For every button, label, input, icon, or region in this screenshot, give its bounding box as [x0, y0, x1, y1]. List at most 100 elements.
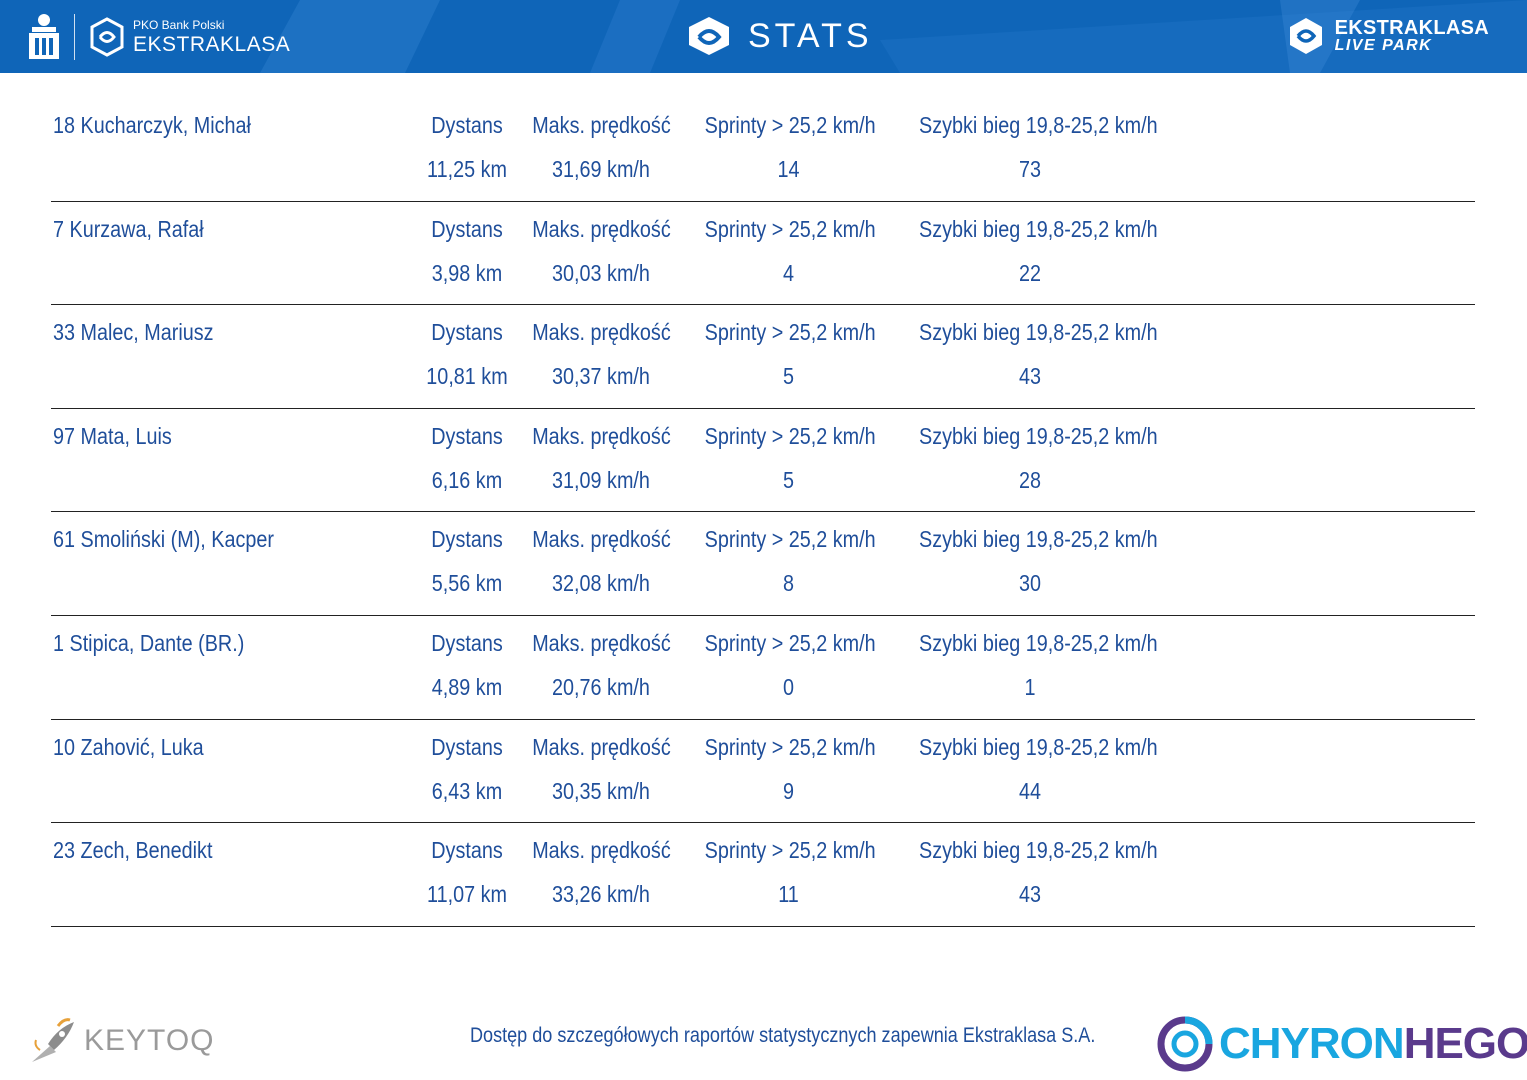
fast-runs-label: Szybki bieg 19,8-25,2 km/h — [919, 733, 1158, 760]
fast-runs-value: 1 — [1024, 673, 1036, 700]
sprints-label: Sprinty > 25,2 km/h — [704, 526, 876, 553]
player-row: 18 Kucharczyk, Michał Dystans Maks. pręd… — [51, 98, 1475, 202]
distance-value: 3,98 km — [431, 259, 503, 286]
ekstraklasa-emblem-icon — [90, 17, 124, 57]
max-speed-value: 31,09 km/h — [552, 466, 650, 493]
player-stats-list: 18 Kucharczyk, Michał Dystans Maks. pręd… — [51, 98, 1475, 927]
player-name: 23 Zech, Benedikt — [53, 837, 213, 864]
sprints-label: Sprinty > 25,2 km/h — [704, 422, 876, 449]
stats-heading: STATS — [686, 15, 873, 57]
fast-runs-label: Szybki bieg 19,8-25,2 km/h — [919, 422, 1158, 449]
fast-runs-label: Szybki bieg 19,8-25,2 km/h — [919, 629, 1158, 656]
distance-label: Dystans — [431, 215, 503, 242]
max-speed-label: Maks. prędkość — [532, 837, 671, 864]
chyronhego-swirl-icon — [1157, 1016, 1213, 1072]
sprints-label: Sprinty > 25,2 km/h — [704, 215, 876, 242]
brand-divider — [74, 14, 75, 60]
max-speed-value: 30,03 km/h — [552, 259, 650, 286]
player-name: 7 Kurzawa, Rafał — [53, 215, 204, 242]
sprints-value: 0 — [782, 673, 794, 700]
max-speed-label: Maks. prędkość — [532, 319, 671, 346]
max-speed-label: Maks. prędkość — [532, 422, 671, 449]
player-name: 33 Malec, Mariusz — [53, 319, 214, 346]
page-title: STATS — [748, 16, 873, 55]
distance-label: Dystans — [431, 319, 503, 346]
player-row: 97 Mata, Luis Dystans Maks. prędkość Spr… — [51, 409, 1475, 513]
stats-emblem-icon — [689, 17, 729, 55]
sprints-value: 5 — [782, 363, 794, 390]
sprints-value: 4 — [782, 259, 794, 286]
distance-value: 6,43 km — [431, 777, 503, 804]
hego-part: HEGO — [1403, 1019, 1527, 1068]
distance-label: Dystans — [431, 422, 503, 449]
max-speed-value: 30,37 km/h — [552, 363, 650, 390]
max-speed-value: 33,26 km/h — [552, 881, 650, 908]
livepark-text: EKSTRAKLASA LIVE PARK — [1335, 18, 1489, 54]
sprints-value: 8 — [782, 570, 794, 597]
livepark-brand: EKSTRAKLASA LIVE PARK — [1287, 16, 1489, 56]
fast-runs-value: 44 — [1018, 777, 1042, 804]
player-name: 10 Zahović, Luka — [53, 733, 204, 760]
player-row: 10 Zahović, Luka Dystans Maks. prędkość … — [51, 720, 1475, 824]
distance-label: Dystans — [431, 837, 503, 864]
fast-runs-label: Szybki bieg 19,8-25,2 km/h — [919, 526, 1158, 553]
fast-runs-label: Szybki bieg 19,8-25,2 km/h — [919, 215, 1158, 242]
keytoq-rocket-icon — [32, 1018, 74, 1062]
max-speed-value: 32,08 km/h — [552, 570, 650, 597]
fast-runs-value: 43 — [1018, 881, 1042, 908]
fast-runs-label: Szybki bieg 19,8-25,2 km/h — [919, 319, 1158, 346]
max-speed-label: Maks. prędkość — [532, 215, 671, 242]
max-speed-label: Maks. prędkość — [532, 629, 671, 656]
distance-value: 6,16 km — [431, 466, 503, 493]
player-row: 23 Zech, Benedikt Dystans Maks. prędkość… — [51, 823, 1475, 927]
sprints-label: Sprinty > 25,2 km/h — [704, 112, 876, 138]
max-speed-label: Maks. prędkość — [532, 112, 671, 138]
sprints-label: Sprinty > 25,2 km/h — [704, 837, 876, 864]
chyron-part: CHYRON — [1219, 1019, 1405, 1068]
player-row: 7 Kurzawa, Rafał Dystans Maks. prędkość … — [51, 202, 1475, 306]
player-name: 97 Mata, Luis — [53, 422, 172, 449]
player-row: 1 Stipica, Dante (BR.) Dystans Maks. prę… — [51, 616, 1475, 720]
sprints-value: 9 — [782, 777, 794, 804]
chyronhego-wordmark: CHYRONHEGO — [1219, 1019, 1527, 1069]
distance-value: 11,25 km — [427, 156, 507, 182]
player-row: 33 Malec, Mariusz Dystans Maks. prędkość… — [51, 305, 1475, 409]
sprints-value: 14 — [777, 156, 800, 182]
pko-bank-logo-icon — [29, 14, 59, 59]
max-speed-value: 30,35 km/h — [552, 777, 650, 804]
keytoq-logo: KEYTOQ — [28, 1016, 214, 1066]
footer-note: Dostęp do szczegółowych raportów statyst… — [470, 1024, 1096, 1047]
sprints-label: Sprinty > 25,2 km/h — [704, 629, 876, 656]
player-name: 61 Smoliński (M), Kacper — [53, 526, 274, 553]
distance-value: 10,81 km — [426, 363, 508, 390]
sprints-value: 5 — [782, 466, 794, 493]
fast-runs-label: Szybki bieg 19,8-25,2 km/h — [919, 112, 1158, 138]
fast-runs-value: 22 — [1018, 259, 1042, 286]
distance-value: 4,89 km — [431, 673, 503, 700]
livepark-line-1: EKSTRAKLASA — [1334, 17, 1489, 39]
sponsor-text: PKO Bank Polski EKSTRAKLASA — [133, 19, 290, 55]
max-speed-label: Maks. prędkość — [532, 733, 671, 760]
fast-runs-value: 30 — [1018, 570, 1042, 597]
distance-value: 5,56 km — [431, 570, 503, 597]
sprints-label: Sprinty > 25,2 km/h — [704, 319, 876, 346]
chyronhego-logo: CHYRONHEGO — [1157, 1016, 1527, 1072]
livepark-line-2: LIVE PARK — [1334, 37, 1433, 54]
player-name: 1 Stipica, Dante (BR.) — [53, 629, 245, 656]
sprints-label: Sprinty > 25,2 km/h — [704, 733, 876, 760]
player-row: 61 Smoliński (M), Kacper Dystans Maks. p… — [51, 512, 1475, 616]
fast-runs-value: 73 — [1018, 156, 1042, 182]
keytoq-wordmark: KEYTOQ — [84, 1024, 215, 1057]
sprints-value: 11 — [778, 881, 799, 908]
distance-label: Dystans — [431, 526, 503, 553]
distance-label: Dystans — [431, 112, 503, 138]
livepark-emblem-icon — [1289, 18, 1322, 54]
sponsor-subtitle: PKO Bank Polski — [133, 18, 225, 32]
max-speed-label: Maks. prędkość — [532, 526, 671, 553]
sponsor-title: EKSTRAKLASA — [133, 33, 291, 56]
distance-value: 11,07 km — [427, 881, 507, 908]
player-name: 18 Kucharczyk, Michał — [53, 112, 251, 138]
max-speed-value: 31,69 km/h — [552, 156, 650, 182]
fast-runs-value: 43 — [1018, 363, 1042, 390]
fast-runs-label: Szybki bieg 19,8-25,2 km/h — [919, 837, 1158, 864]
